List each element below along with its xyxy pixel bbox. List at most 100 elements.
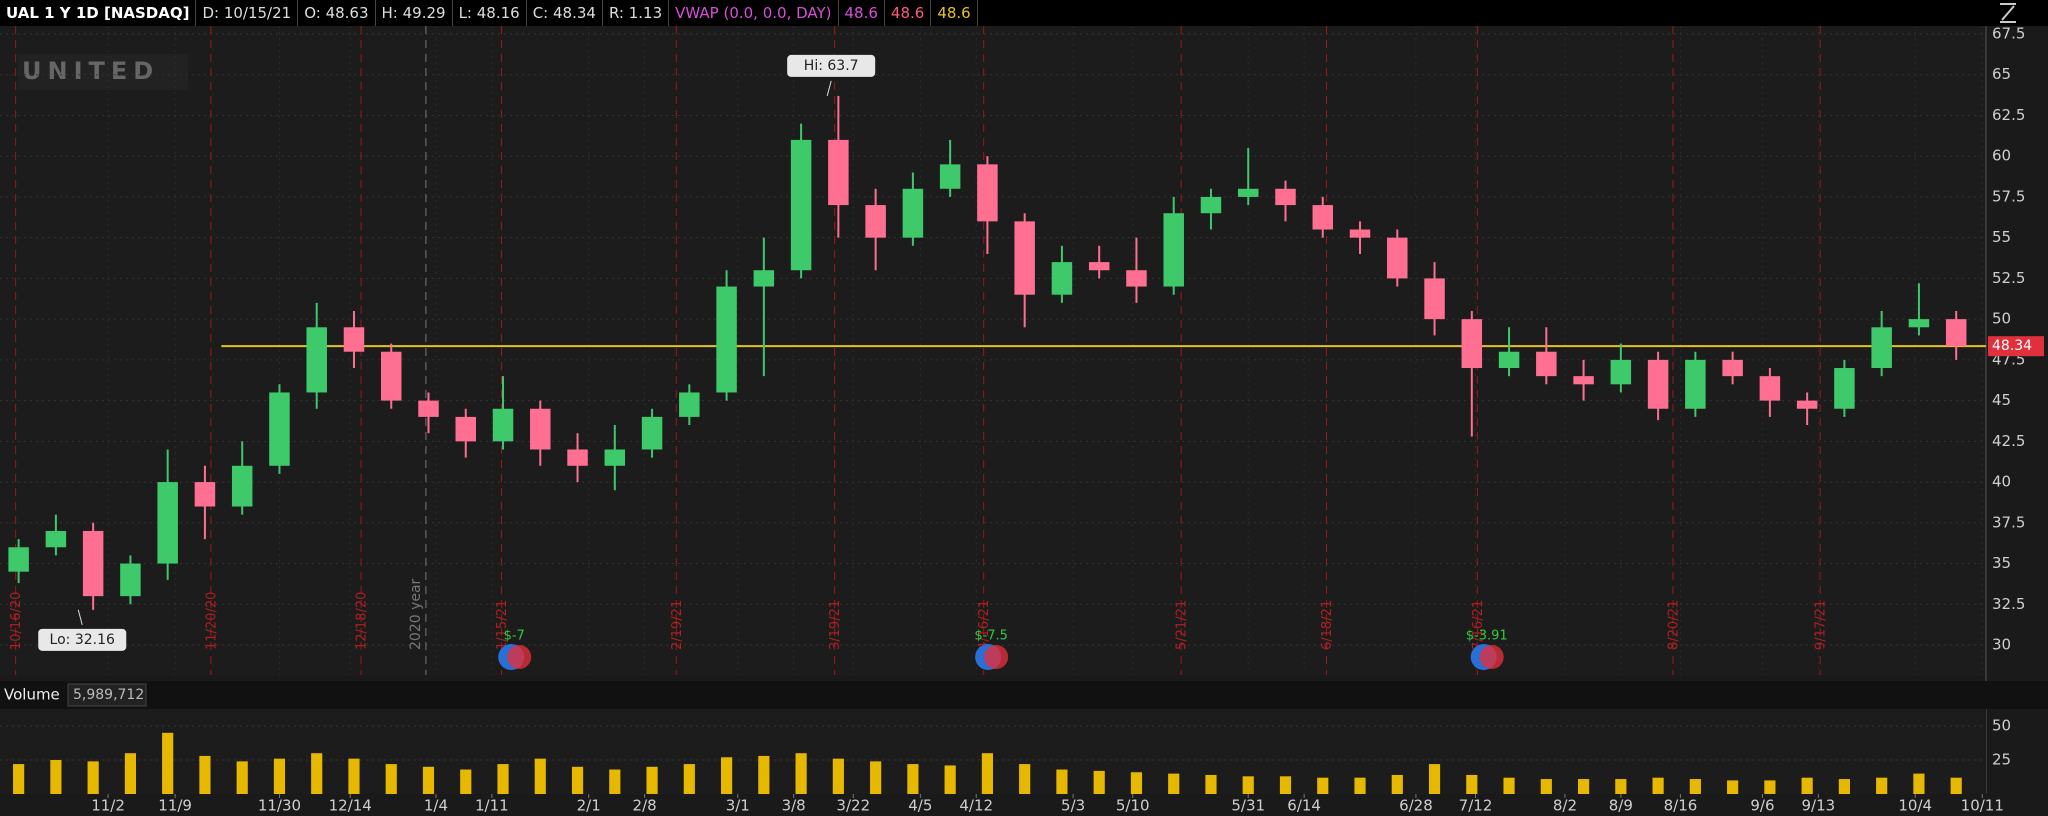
period-label: 11/20/20	[204, 592, 219, 650]
period-label: 10/16/20	[9, 592, 24, 650]
candle-body	[604, 449, 626, 466]
y-tick-label: 50	[1992, 310, 2011, 328]
price-tag	[1988, 336, 2044, 357]
candle-body	[418, 400, 439, 417]
candle-body	[1387, 237, 1408, 279]
volume-bar	[1168, 773, 1180, 794]
candle-body	[977, 164, 998, 222]
volume-bar	[571, 766, 584, 794]
volume-bar	[944, 765, 956, 794]
candle-body	[120, 563, 141, 597]
annotation-box	[787, 54, 876, 77]
x-tick-label: 5/3	[1061, 797, 1085, 815]
candle-body	[82, 530, 104, 597]
volume-bar	[1279, 776, 1292, 794]
volume-bar	[1577, 779, 1590, 794]
volume-bar	[1242, 776, 1254, 794]
x-tick-label: 5/10	[1116, 797, 1150, 815]
y-tick-label: 40	[1992, 473, 2011, 491]
y-tick-label: 60	[1992, 147, 2011, 165]
volume-bar	[1540, 779, 1552, 794]
volume-bar	[311, 753, 323, 794]
candle-body	[1349, 229, 1371, 238]
volume-bar	[1428, 764, 1441, 794]
volume-bar	[720, 757, 733, 794]
y-tick-label: 65	[1992, 65, 2011, 83]
candle-body	[1945, 319, 1967, 347]
annotation-label: Lo: 32.16	[50, 632, 115, 648]
volume-bar	[1764, 780, 1776, 794]
volume-tick-label: 50	[1992, 717, 2011, 735]
candle-body	[1312, 205, 1334, 230]
candle-body	[194, 482, 216, 507]
volume-bar	[795, 753, 807, 794]
candle-body	[1163, 213, 1184, 287]
y-tick-label: 52.5	[1992, 269, 2025, 287]
candle-body	[8, 547, 29, 572]
year-label: 2020 year	[408, 578, 424, 650]
volume-bar	[1838, 779, 1850, 794]
low: L: 48.16	[453, 0, 527, 26]
candle-body	[1014, 221, 1035, 295]
open: O: 48.63	[298, 0, 376, 26]
volume-value: 5,989,712	[73, 687, 144, 703]
study-value: 48.6	[885, 0, 932, 26]
candle-body	[530, 408, 551, 450]
x-tick-label: 11/2	[91, 797, 125, 815]
y-tick-label: 35	[1992, 554, 2011, 572]
volume-title: Volume	[4, 686, 60, 704]
period-label: 9/17/21	[1814, 600, 1829, 650]
icon[interactable]	[2000, 3, 2016, 23]
x-tick-label: 8/2	[1553, 797, 1577, 815]
study-value: 48.6	[931, 0, 978, 26]
x-tick-label: 2/1	[577, 797, 601, 815]
candle-body	[1126, 270, 1147, 287]
volume-bar	[1801, 777, 1813, 794]
annotation-box	[38, 628, 127, 651]
candle-body	[1647, 359, 1669, 409]
candle-body	[1685, 359, 1706, 409]
candle-body	[269, 392, 290, 466]
x-tick-label: 10/11	[1961, 797, 2004, 815]
x-tick-label: 5/31	[1231, 797, 1265, 815]
volume-bar	[385, 764, 397, 794]
volume-bar	[758, 755, 770, 794]
x-tick-label: 9/6	[1750, 797, 1774, 815]
event-marker	[507, 645, 532, 669]
period-label: 6/18/21	[1320, 600, 1335, 650]
y-tick-label: 42.5	[1992, 432, 2025, 450]
volume-bar	[1019, 764, 1031, 794]
volume-bar	[497, 764, 509, 794]
candle-body	[1796, 400, 1818, 409]
candle-body	[1051, 262, 1073, 295]
volume-bar	[422, 766, 435, 794]
x-tick-label: 6/14	[1287, 797, 1321, 815]
volume-bar	[1652, 777, 1664, 794]
volume-header	[0, 681, 2048, 709]
candle-body	[790, 139, 812, 271]
period-label: 3/19/21	[828, 600, 843, 650]
volume-bar	[1466, 774, 1478, 794]
date: D: 10/15/21	[196, 0, 299, 26]
period-label: 4/16/21	[977, 600, 992, 650]
volume-bar	[1876, 777, 1888, 794]
candle-body	[1536, 351, 1557, 377]
candle-body	[1237, 188, 1259, 197]
volume-bar	[87, 761, 99, 794]
x-tick-label: 3/1	[726, 797, 750, 815]
header: UAL 1 Y 1D [NASDAQ] D: 10/15/21 O: 48.63…	[0, 0, 978, 26]
candle-body	[1722, 359, 1743, 377]
y-tick-label: 45	[1992, 391, 2011, 409]
x-tick-label: 4/12	[959, 797, 993, 815]
annotation-label: Hi: 63.7	[804, 58, 859, 74]
y-tick-label: 62.5	[1992, 106, 2025, 124]
candle-body	[1610, 359, 1632, 385]
x-tick-label: 11/30	[258, 797, 301, 815]
volume-value-box	[67, 683, 147, 707]
volume-bar	[1689, 779, 1701, 794]
range: R: 1.13	[603, 0, 670, 26]
candle-body	[1759, 376, 1781, 401]
period-label: 1/15/21	[495, 600, 510, 650]
candle-body	[753, 270, 775, 287]
candle-body	[1908, 319, 1930, 328]
